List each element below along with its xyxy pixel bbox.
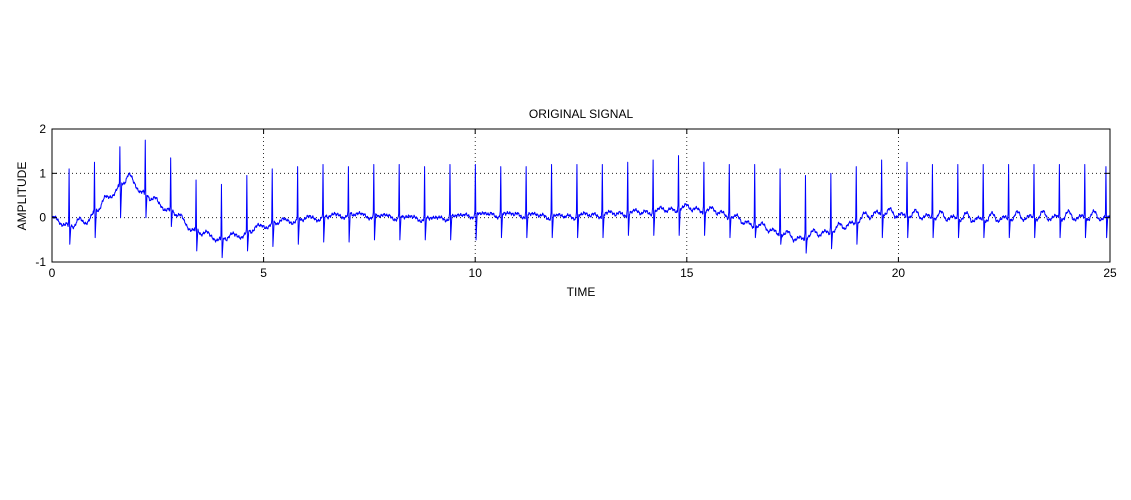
x-axis: 0 5 10 15 20 25: [49, 129, 1117, 280]
x-tick-label: 10: [469, 266, 483, 280]
x-tick-label: 5: [260, 266, 267, 280]
y-tick-label: 0: [39, 211, 46, 225]
plot-frame: [51, 128, 1111, 263]
plot-area-background: [52, 129, 1110, 262]
chart-title: ORIGINAL SIGNAL: [529, 107, 634, 121]
grid-lines: [52, 129, 1110, 262]
x-tick-label: 20: [892, 266, 906, 280]
y-tick-label: 1: [39, 166, 46, 180]
x-tick-label: 15: [680, 266, 694, 280]
y-tick-label: 2: [39, 122, 46, 136]
x-tick-label: 0: [49, 266, 56, 280]
x-tick-label: 25: [1103, 266, 1117, 280]
signal-trace: [52, 139, 1110, 259]
y-tick-label: -1: [35, 255, 46, 269]
y-axis-label: AMPLITUDE: [15, 162, 29, 231]
x-axis-label: TIME: [567, 285, 596, 299]
y-axis: -1 0 1 2: [35, 122, 1110, 269]
